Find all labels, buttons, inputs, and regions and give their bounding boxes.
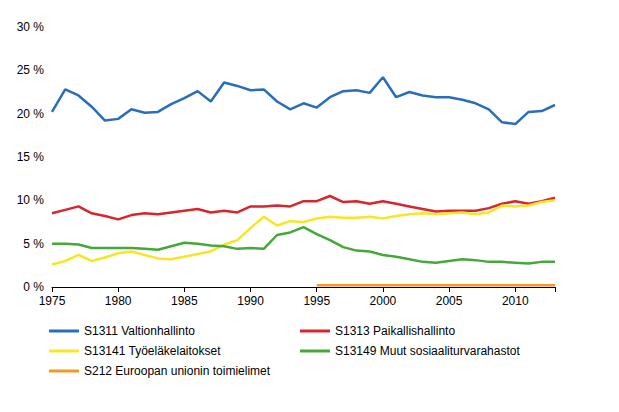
svg-text:10 %: 10 % xyxy=(17,193,45,207)
svg-text:S1311 Valtionhallinto: S1311 Valtionhallinto xyxy=(84,324,195,338)
svg-text:2010: 2010 xyxy=(502,294,529,308)
svg-text:2000: 2000 xyxy=(370,294,397,308)
svg-text:1995: 1995 xyxy=(303,294,330,308)
svg-text:5 %: 5 % xyxy=(23,237,44,251)
svg-text:30 %: 30 % xyxy=(17,20,45,34)
svg-text:25 %: 25 % xyxy=(17,63,45,77)
svg-text:2005: 2005 xyxy=(436,294,463,308)
svg-text:20 %: 20 % xyxy=(17,107,45,121)
svg-text:15 %: 15 % xyxy=(17,150,45,164)
svg-text:S13141 Työeläkelaitokset: S13141 Työeläkelaitokset xyxy=(84,344,221,358)
svg-text:1990: 1990 xyxy=(237,294,264,308)
svg-text:S1313 Paikallishallinto: S1313 Paikallishallinto xyxy=(335,324,455,338)
svg-text:S212 Euroopan unionin toimieli: S212 Euroopan unionin toimielimet xyxy=(84,364,271,378)
svg-text:S13149 Muut sosiaaliturvarahas: S13149 Muut sosiaaliturvarahastot xyxy=(335,344,520,358)
svg-text:1975: 1975 xyxy=(39,294,66,308)
svg-text:1985: 1985 xyxy=(171,294,198,308)
svg-text:1980: 1980 xyxy=(105,294,132,308)
svg-text:0 %: 0 % xyxy=(23,280,44,294)
